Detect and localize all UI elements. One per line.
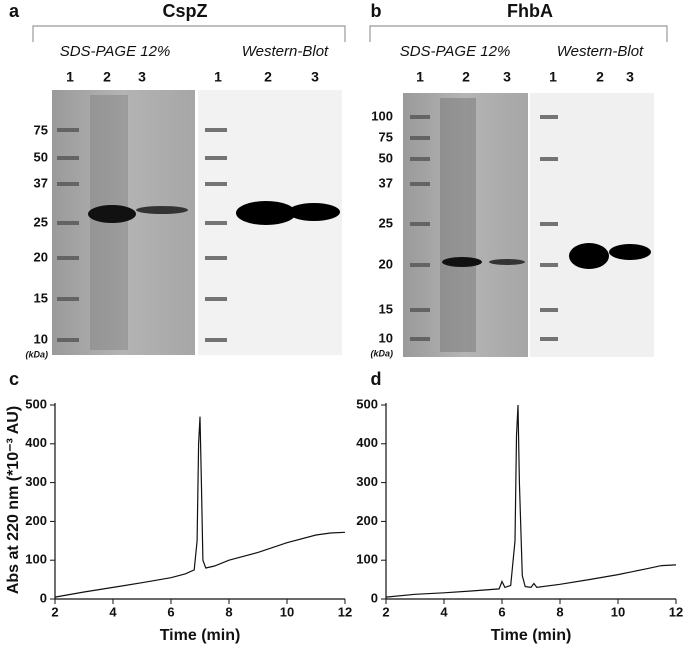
y-tick-label: 200 (356, 513, 378, 528)
bracket (32, 25, 346, 42)
lane-label: 2 (103, 69, 111, 85)
gel-title: Western-Blot (242, 43, 329, 60)
x-tick-label: 4 (109, 604, 117, 619)
unit-label: (kDa) (25, 349, 48, 359)
panel-letter: d (371, 369, 382, 389)
y-tick-label: 400 (356, 435, 378, 450)
marker-label: 20 (379, 256, 393, 271)
marker-label: 37 (379, 175, 393, 190)
lane-label: 3 (138, 69, 146, 85)
x-axis-label: Time (min) (491, 627, 572, 644)
y-tick-label: 500 (25, 396, 47, 411)
marker-label: 15 (34, 290, 48, 305)
protein-title: FhbA (507, 1, 553, 21)
marker-label: 25 (34, 214, 48, 229)
panel-letter: a (9, 1, 20, 21)
marker-label: 50 (379, 150, 393, 165)
gel-title: SDS-PAGE 12% (400, 43, 511, 60)
gel-title: Western-Blot (557, 43, 644, 60)
unit-label: (kDa) (370, 348, 393, 358)
marker-label: 15 (379, 301, 393, 316)
lane-label: 2 (462, 69, 470, 85)
marker-label: 100 (371, 108, 393, 123)
marker-label: 37 (34, 175, 48, 190)
lane-label: 3 (503, 69, 511, 85)
marker-label: 75 (379, 129, 393, 144)
marker-label: 10 (34, 331, 48, 346)
gel-images (52, 90, 654, 357)
y-axis-label: Abs at 220 nm (*10⁻³ AU) (5, 406, 22, 594)
y-tick-label: 400 (25, 435, 47, 450)
x-tick-label: 10 (280, 604, 294, 619)
x-tick-label: 2 (51, 604, 58, 619)
y-tick-label: 200 (25, 513, 47, 528)
marker-label: 50 (34, 149, 48, 164)
x-tick-label: 6 (167, 604, 174, 619)
x-tick-label: 10 (611, 604, 625, 619)
x-tick-label: 8 (225, 604, 232, 619)
y-tick-label: 300 (25, 474, 47, 489)
y-tick-label: 500 (356, 396, 378, 411)
lane-label: 2 (264, 69, 272, 85)
panel-letter: b (371, 1, 382, 21)
y-tick-label: 0 (371, 590, 378, 605)
marker-label: 75 (34, 122, 48, 137)
y-tick-label: 100 (25, 552, 47, 567)
lane-label: 1 (416, 69, 424, 85)
y-tick-label: 0 (40, 590, 47, 605)
marker-label: 20 (34, 249, 48, 264)
x-axis-label: Time (min) (160, 627, 241, 644)
bracket (369, 25, 668, 42)
y-tick-label: 300 (356, 474, 378, 489)
chromatogram-line (54, 416, 346, 598)
x-tick-label: 2 (382, 604, 389, 619)
panel-letter: c (9, 369, 19, 389)
x-tick-label: 6 (498, 604, 505, 619)
lane-label: 3 (626, 69, 634, 85)
protein-title: CspZ (163, 1, 208, 21)
lane-label: 1 (66, 69, 74, 85)
lane-label: 1 (214, 69, 222, 85)
y-tick-label: 100 (356, 552, 378, 567)
x-tick-label: 12 (338, 604, 352, 619)
lane-label: 2 (596, 69, 604, 85)
x-tick-label: 8 (556, 604, 563, 619)
x-tick-label: 4 (440, 604, 448, 619)
lane-label: 3 (311, 69, 319, 85)
marker-label: 10 (379, 330, 393, 345)
marker-label: 25 (379, 215, 393, 230)
gel-title: SDS-PAGE 12% (60, 43, 171, 60)
x-tick-label: 12 (669, 604, 683, 619)
chromatogram-line (385, 404, 677, 598)
lane-label: 1 (549, 69, 557, 85)
